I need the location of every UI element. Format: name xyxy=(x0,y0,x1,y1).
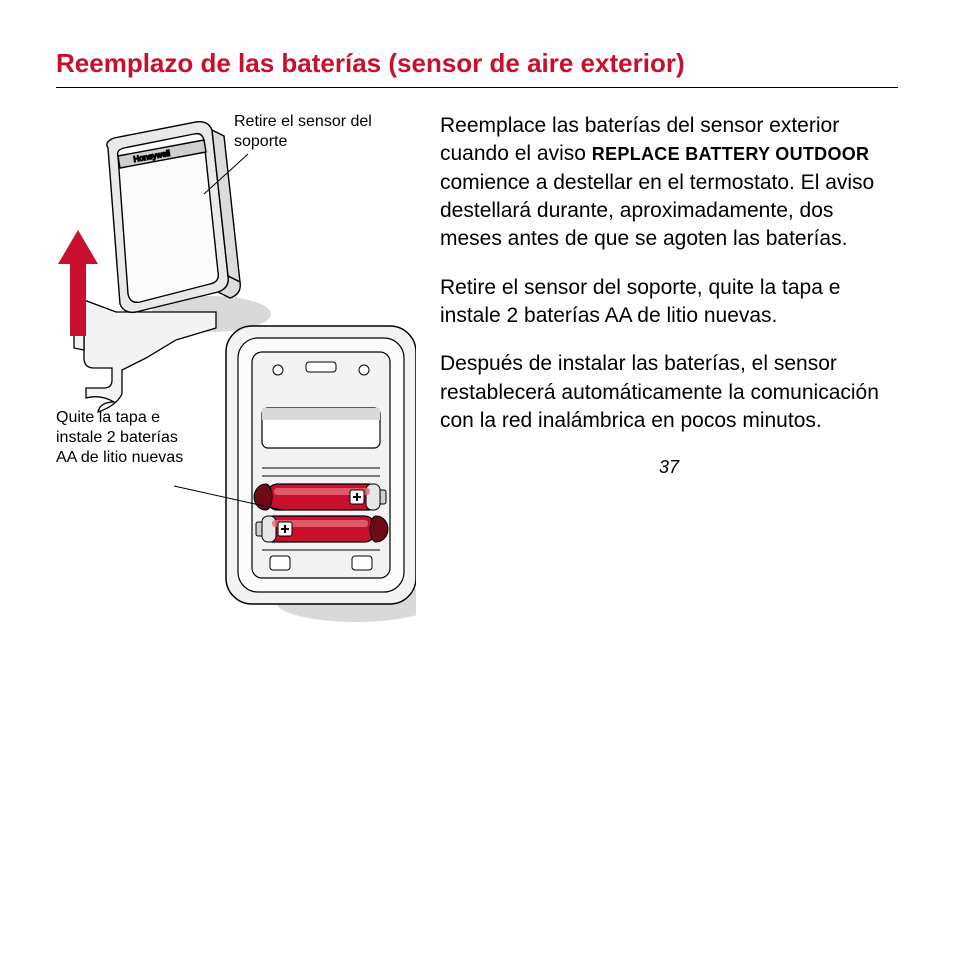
p1-part-b: comience a destellar en el termostato. E… xyxy=(440,171,874,251)
callout-install-batteries: Quite la tapa e instale 2 baterías AA de… xyxy=(56,408,196,468)
callout-remove-sensor: Retire el sensor del soporte xyxy=(234,112,384,152)
figure-column: Retire el sensor del soporte Quite la ta… xyxy=(56,112,416,642)
text-column: Reemplace las baterías del sensor exteri… xyxy=(440,112,898,642)
instruction-diagram: Honeywell xyxy=(56,112,416,642)
page-title: Reemplazo de las baterías (sensor de air… xyxy=(56,48,898,79)
alert-label: REPLACE BATTERY OUTDOOR xyxy=(592,144,870,164)
title-rule xyxy=(56,87,898,88)
content-row: Retire el sensor del soporte Quite la ta… xyxy=(56,112,898,642)
paragraph-2: Retire el sensor del soporte, quite la t… xyxy=(440,274,898,331)
page-number: 37 xyxy=(440,455,898,479)
paragraph-3: Después de instalar las baterías, el sen… xyxy=(440,350,898,435)
paragraph-1: Reemplace las baterías del sensor exteri… xyxy=(440,112,898,254)
battery-1 xyxy=(254,484,386,510)
battery-2 xyxy=(256,516,388,542)
